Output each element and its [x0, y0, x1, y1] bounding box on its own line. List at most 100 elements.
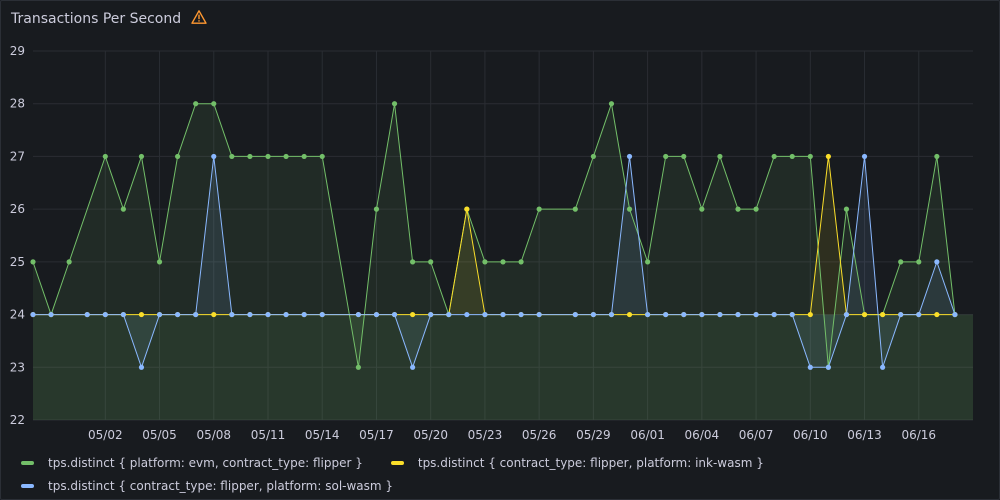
legend-row: tps.distinct { contract_type: flipper, p… [21, 474, 764, 497]
data-point-2 [319, 311, 325, 318]
data-point-0 [789, 153, 795, 160]
data-point-2 [645, 311, 651, 318]
data-point-0 [843, 206, 850, 212]
data-point-2 [753, 311, 759, 318]
data-point-2 [807, 364, 813, 370]
x-tick-label: 05/20 [413, 428, 448, 442]
y-tick-label: 26 [10, 202, 25, 216]
data-point-2 [500, 311, 506, 318]
data-point-1 [626, 311, 633, 318]
x-tick-label: 06/01 [630, 428, 665, 442]
x-tick-label: 06/10 [793, 428, 828, 442]
data-point-2 [446, 311, 452, 318]
data-point-0 [229, 153, 235, 160]
data-point-2 [590, 311, 596, 318]
data-point-2 [843, 311, 850, 318]
x-tick-label: 05/11 [251, 428, 286, 442]
data-point-0 [518, 259, 524, 265]
data-point-2 [283, 311, 289, 318]
data-point-2 [301, 311, 307, 318]
data-point-0 [681, 153, 687, 160]
series-area-2 [33, 156, 955, 368]
data-point-0 [283, 153, 289, 160]
data-point-2 [211, 153, 217, 160]
data-point-0 [572, 206, 578, 212]
data-point-2 [84, 311, 90, 318]
data-point-1 [880, 311, 886, 318]
data-point-2 [247, 311, 253, 318]
data-point-0 [391, 101, 398, 107]
data-point-0 [373, 206, 380, 212]
data-point-0 [608, 101, 615, 107]
x-tick-label: 05/29 [576, 428, 611, 442]
data-point-2 [952, 311, 958, 318]
data-point-2 [934, 259, 940, 265]
panel-title: Transactions Per Second [11, 11, 182, 27]
line-chart: 22 23 24 25 26 27 28 29 05/02 05/05 05/08 05/11 05/1… [10, 44, 973, 442]
legend-item-sol-wasm[interactable]: tps.distinct { contract_type: flipper, p… [21, 479, 393, 493]
data-point-2 [608, 311, 615, 318]
data-point-2 [229, 311, 235, 318]
data-point-2 [916, 311, 922, 318]
y-tick-label: 27 [10, 149, 25, 163]
data-point-2 [880, 364, 886, 370]
legend-swatch-ink-wasm [390, 460, 404, 465]
data-point-0 [500, 259, 506, 265]
y-tick-label: 23 [10, 360, 25, 374]
legend-item-evm[interactable]: tps.distinct { platform: evm, contract_t… [21, 456, 363, 470]
data-point-2 [735, 311, 741, 318]
data-point-0 [898, 259, 904, 265]
legend-row: tps.distinct { platform: evm, contract_t… [21, 451, 764, 474]
data-point-0 [30, 259, 36, 265]
data-point-0 [753, 206, 759, 212]
data-point-0 [482, 259, 488, 265]
data-point-1 [825, 153, 831, 160]
legend-item-ink-wasm[interactable]: tps.distinct { contract_type: flipper, p… [390, 456, 764, 470]
data-point-2 [355, 311, 361, 318]
data-point-0 [916, 259, 922, 265]
data-point-0 [590, 153, 596, 160]
chart-legend: tps.distinct { platform: evm, contract_t… [21, 451, 764, 497]
data-point-2 [626, 153, 633, 160]
data-point-2 [156, 311, 163, 318]
data-point-0 [717, 153, 723, 160]
data-point-1 [934, 311, 940, 318]
data-point-2 [518, 311, 524, 318]
y-tick-label: 25 [10, 255, 25, 269]
y-tick-label: 22 [10, 413, 25, 427]
data-point-1 [464, 206, 470, 212]
data-point-0 [626, 206, 633, 212]
data-point-2 [663, 311, 669, 318]
data-point-2 [482, 311, 488, 318]
x-tick-label: 06/04 [685, 428, 720, 442]
data-point-0 [645, 259, 651, 265]
data-point-0 [102, 153, 108, 160]
legend-label: tps.distinct { platform: evm, contract_t… [48, 455, 363, 470]
data-point-0 [265, 153, 271, 160]
data-point-2 [681, 311, 687, 318]
data-point-2 [138, 364, 145, 370]
data-point-0 [211, 101, 217, 107]
data-point-2 [175, 311, 181, 318]
data-point-1 [211, 311, 217, 318]
y-tick-label: 24 [10, 308, 25, 322]
data-point-2 [699, 311, 705, 318]
data-point-2 [572, 311, 578, 318]
data-point-0 [247, 153, 253, 160]
data-point-2 [48, 311, 54, 318]
warning-icon[interactable] [191, 9, 207, 29]
x-tick-label: 06/13 [847, 428, 882, 442]
data-point-0 [807, 153, 813, 160]
data-point-0 [699, 206, 705, 212]
data-point-0 [771, 153, 777, 160]
data-point-2 [861, 153, 868, 160]
y-tick-label: 28 [10, 97, 25, 111]
data-point-1 [410, 311, 416, 318]
x-tick-label: 05/23 [468, 428, 503, 442]
data-point-2 [373, 311, 380, 318]
data-point-0 [156, 259, 163, 265]
x-tick-label: 05/08 [196, 428, 231, 442]
baseline-fill [33, 314, 973, 420]
data-point-1 [861, 311, 868, 318]
panel-header[interactable]: Transactions Per Second [11, 9, 207, 29]
